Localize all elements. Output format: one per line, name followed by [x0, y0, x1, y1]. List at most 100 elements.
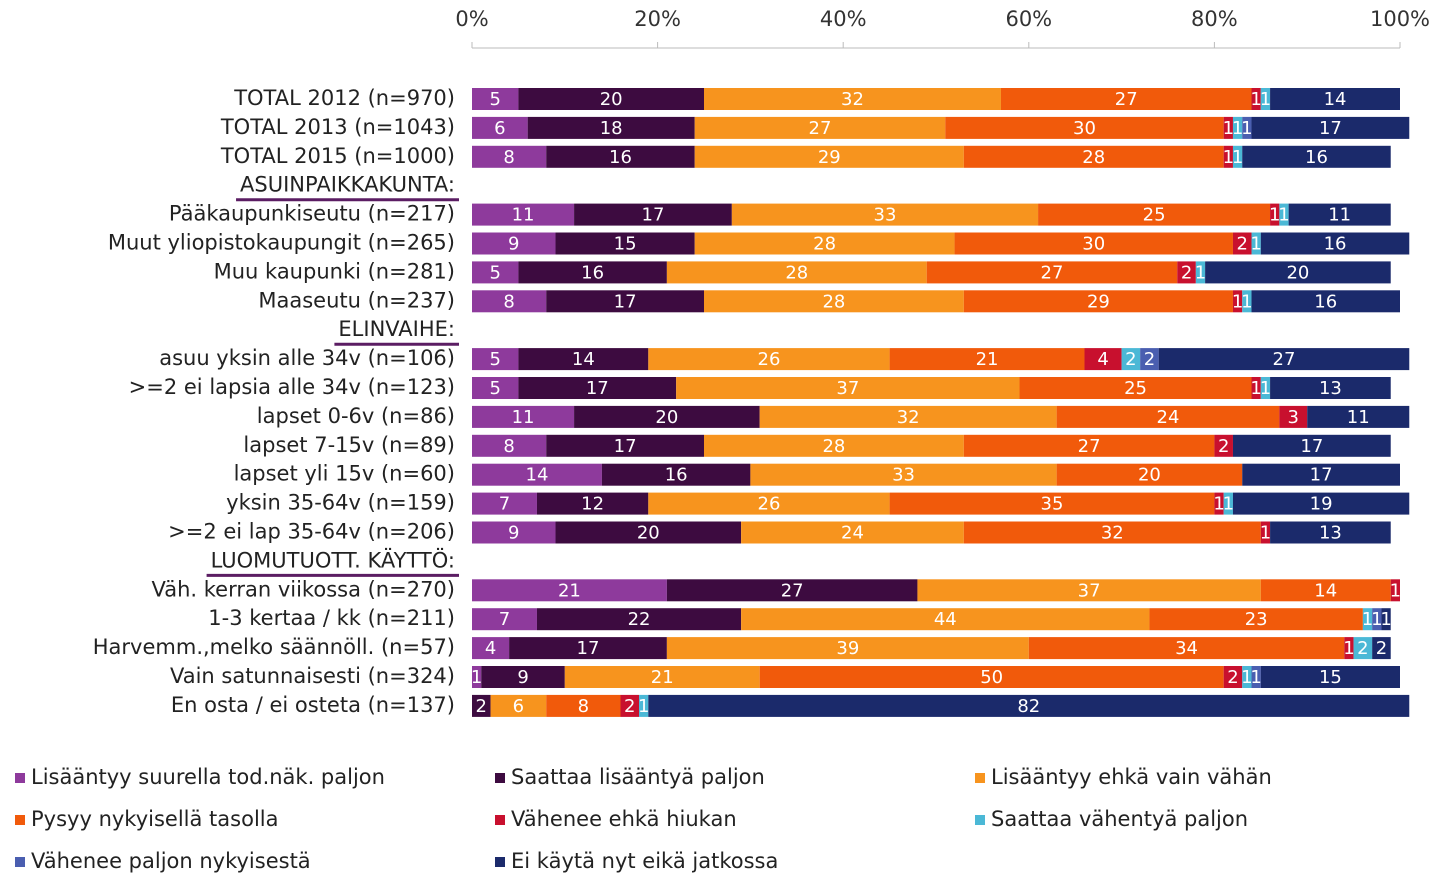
bar-segment	[555, 521, 742, 544]
bar-segment	[704, 290, 964, 313]
category-label: Muut yliopistokaupungit (n=265)	[108, 231, 455, 255]
bar-segment	[472, 145, 547, 168]
legend-swatch	[495, 857, 505, 867]
bar-segment	[546, 694, 621, 717]
value-label: 1	[1223, 494, 1234, 515]
value-label: 1	[1213, 494, 1224, 515]
bar-segment	[1251, 290, 1400, 313]
value-label: 1	[1250, 234, 1261, 255]
value-label: 9	[517, 667, 528, 688]
bar-segment	[546, 434, 704, 457]
bar-segment	[574, 405, 760, 428]
value-label: 27	[1273, 349, 1296, 370]
value-label: 1	[1250, 667, 1261, 688]
legend-label: Saattaa vähentyä paljon	[991, 807, 1248, 831]
bar-segment	[518, 261, 667, 284]
legend-label: Ei käytä nyt eikä jatkossa	[511, 849, 778, 873]
x-tick-label: 0%	[455, 7, 488, 31]
category-label: Maaseutu (n=237)	[258, 288, 455, 312]
value-label: 20	[1138, 465, 1161, 486]
value-label: 1	[1241, 667, 1252, 688]
value-label: 1	[1195, 262, 1206, 283]
value-label: 1	[1260, 378, 1271, 399]
category-label: lapset 0-6v (n=86)	[257, 404, 455, 428]
bar-segment	[1149, 608, 1363, 631]
legend-swatch	[975, 773, 985, 783]
value-label: 17	[1310, 465, 1333, 486]
bar-segment	[963, 145, 1224, 168]
bar-segment	[472, 405, 575, 428]
bar-segment	[694, 116, 946, 139]
value-label: 26	[758, 494, 781, 515]
value-label: 25	[1124, 378, 1147, 399]
bar-segment	[1270, 377, 1391, 399]
bar-segment	[472, 290, 547, 313]
bar-segment	[1390, 579, 1400, 602]
value-label: 35	[1041, 494, 1064, 515]
bar-segment	[926, 261, 1178, 284]
value-label: 11	[512, 407, 535, 428]
bar-segment	[472, 88, 519, 110]
bar-segment	[1140, 348, 1159, 371]
bar-segment	[1242, 290, 1252, 313]
bar-segment	[472, 521, 556, 544]
value-label: 16	[1314, 291, 1337, 312]
bar-segment	[1223, 666, 1243, 688]
value-label: 1	[1343, 638, 1354, 659]
bar-segment	[1056, 463, 1243, 486]
bar-segment	[666, 637, 1029, 660]
value-label: 23	[1245, 609, 1268, 630]
bar-segment	[1260, 88, 1271, 110]
bar-segment	[1000, 88, 1252, 110]
category-label: TOTAL 2013 (n=1043)	[220, 115, 455, 139]
x-tick-label: 80%	[1191, 7, 1238, 31]
bar-segment	[666, 579, 918, 602]
value-label: 6	[494, 118, 505, 139]
legend-swatch	[15, 773, 25, 783]
value-label: 1	[1250, 378, 1261, 399]
value-label: 20	[637, 523, 660, 544]
bar-segment	[527, 116, 695, 139]
bar-segment	[472, 348, 519, 371]
value-label: 30	[1073, 118, 1096, 139]
value-label: 15	[614, 234, 637, 255]
value-label: 1	[1371, 609, 1382, 630]
bar-segment	[1177, 261, 1196, 284]
value-label: 22	[628, 609, 651, 630]
value-label: 25	[1143, 205, 1166, 226]
value-label: 20	[1286, 262, 1309, 283]
value-label: 2	[1227, 667, 1238, 688]
value-label: 28	[785, 262, 808, 283]
value-label: 5	[489, 262, 500, 283]
value-label: 37	[836, 378, 859, 399]
bar-segment	[889, 348, 1085, 371]
bar-segment	[518, 348, 649, 371]
value-label: 17	[1319, 118, 1342, 139]
bar-segment	[1251, 88, 1261, 110]
value-label: 1	[1260, 89, 1271, 110]
section-header: LUOMUTUOTT. KÄYTTÖ:	[211, 547, 455, 572]
bar-segment	[472, 232, 556, 255]
value-label: 1	[1390, 580, 1401, 601]
bar-segment	[1195, 261, 1206, 284]
value-label: 18	[600, 118, 623, 139]
section-header: ELINVAIHE:	[338, 317, 455, 341]
value-label: 17	[614, 436, 637, 457]
bar-segment	[1242, 463, 1400, 486]
bar-segment	[759, 666, 1224, 688]
category-label: Väh. kerran viikossa (n=270)	[151, 577, 455, 601]
bar-segment	[518, 88, 704, 110]
value-label: 7	[499, 494, 510, 515]
bar-segment	[1381, 608, 1391, 631]
bar-segment	[759, 405, 1057, 428]
legend-label: Vähenee paljon nykyisestä	[31, 849, 311, 873]
bar-segment	[1121, 348, 1141, 371]
value-label: 27	[1115, 89, 1138, 110]
bar-segment	[1307, 405, 1410, 428]
x-tick-label: 40%	[820, 7, 867, 31]
value-label: 2	[1237, 234, 1248, 255]
legend-swatch	[15, 857, 25, 867]
value-label: 32	[897, 407, 920, 428]
bar-segment	[1260, 521, 1271, 544]
